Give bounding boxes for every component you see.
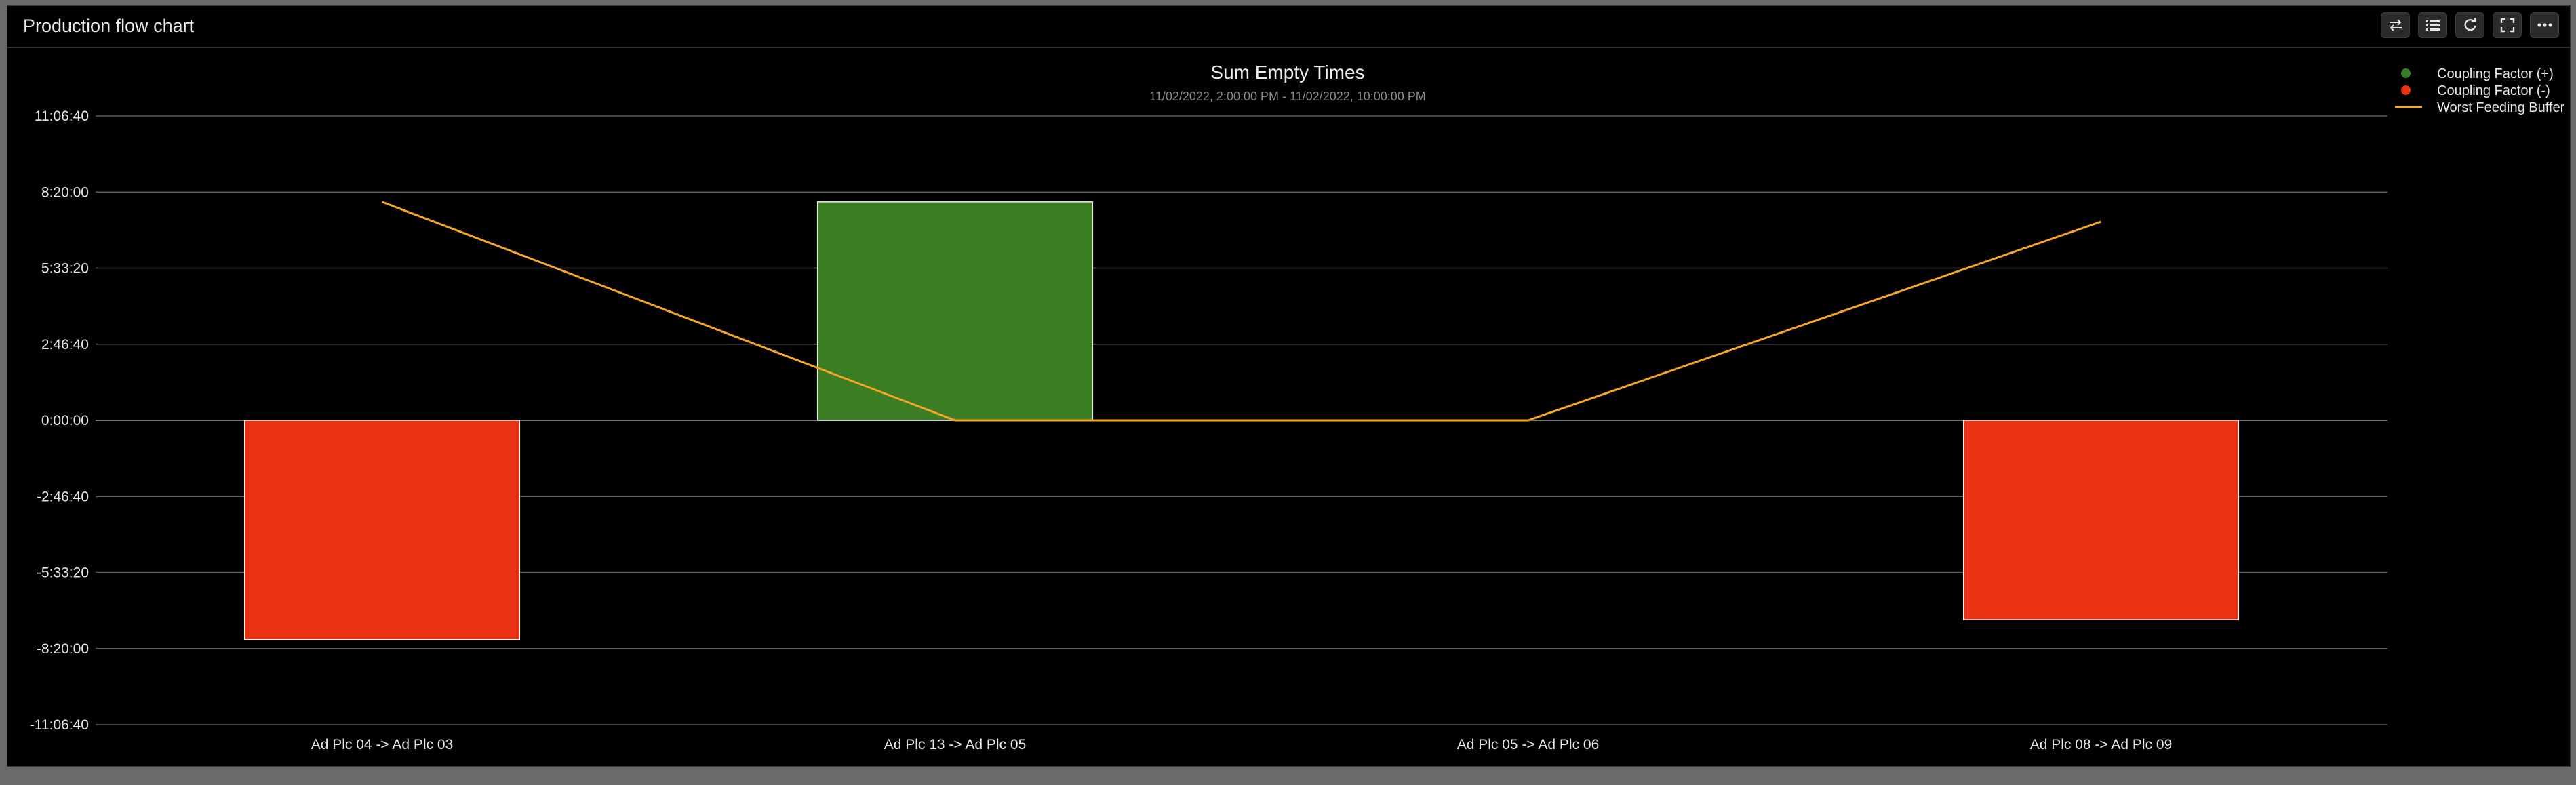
swap-icon <box>2389 19 2402 31</box>
more-button[interactable] <box>2530 12 2559 38</box>
panel-title: Production flow chart <box>23 16 195 36</box>
legend-marker <box>2401 68 2411 78</box>
y-tick-label: 11:06:40 <box>35 108 89 124</box>
legend-label[interactable]: Coupling Factor (+) <box>2437 66 2554 81</box>
y-tick-label: -8:20:00 <box>37 641 89 657</box>
y-tick-label: -11:06:40 <box>30 717 89 733</box>
bar[interactable] <box>243 420 521 641</box>
chart-area: Sum Empty Times 11/02/2022, 2:00:00 PM -… <box>7 48 2570 766</box>
chart-svg: Sum Empty Times 11/02/2022, 2:00:00 PM -… <box>30 62 2565 752</box>
refresh-icon <box>2463 18 2476 31</box>
legend-label[interactable]: Worst Feeding Buffer <box>2437 100 2565 115</box>
fullscreen-button[interactable] <box>2493 12 2522 38</box>
y-tick-label: 5:33:20 <box>41 261 89 277</box>
x-axis-labels: Ad Plc 04 -> Ad Plc 03 Ad Plc 13 -> Ad Pl… <box>311 737 2173 752</box>
y-tick-label: 8:20:00 <box>41 184 89 200</box>
y-tick-label: 0:00:00 <box>41 413 89 428</box>
legend: Coupling Factor (+) Coupling Factor (-) Wo… <box>2395 66 2565 115</box>
chart-subtitle: 11/02/2022, 2:00:00 PM - 11/02/2022, 10:… <box>1149 89 1426 103</box>
x-tick-label: Ad Plc 04 -> Ad Plc 03 <box>311 737 454 752</box>
bar[interactable] <box>1962 420 2240 620</box>
list-button[interactable] <box>2418 12 2447 38</box>
list-icon <box>2425 20 2440 31</box>
bar-layer <box>243 201 2240 641</box>
y-tick-label: -5:33:20 <box>37 565 89 581</box>
legend-label[interactable]: Coupling Factor (-) <box>2437 83 2550 98</box>
legend-marker <box>2401 85 2411 95</box>
refresh-button[interactable] <box>2455 12 2484 38</box>
x-tick-label: Ad Plc 05 -> Ad Plc 06 <box>1457 737 1600 752</box>
x-tick-label: Ad Plc 08 -> Ad Plc 09 <box>2030 737 2173 752</box>
line-layer <box>381 201 2101 422</box>
y-tick-label: -2:46:40 <box>37 489 89 504</box>
fullscreen-icon <box>2500 18 2514 33</box>
x-tick-label: Ad Plc 13 -> Ad Plc 05 <box>884 737 1027 752</box>
y-tick-label: 2:46:40 <box>41 337 89 353</box>
swap-button[interactable] <box>2381 12 2410 38</box>
panel-header: Production flow chart <box>7 6 2570 48</box>
chart-title: Sum Empty Times <box>1210 62 1364 83</box>
series-line[interactable] <box>381 201 2101 422</box>
chart-panel: Production flow chart <box>7 5 2571 767</box>
bar[interactable] <box>816 201 1094 421</box>
more-icon <box>2537 23 2552 27</box>
